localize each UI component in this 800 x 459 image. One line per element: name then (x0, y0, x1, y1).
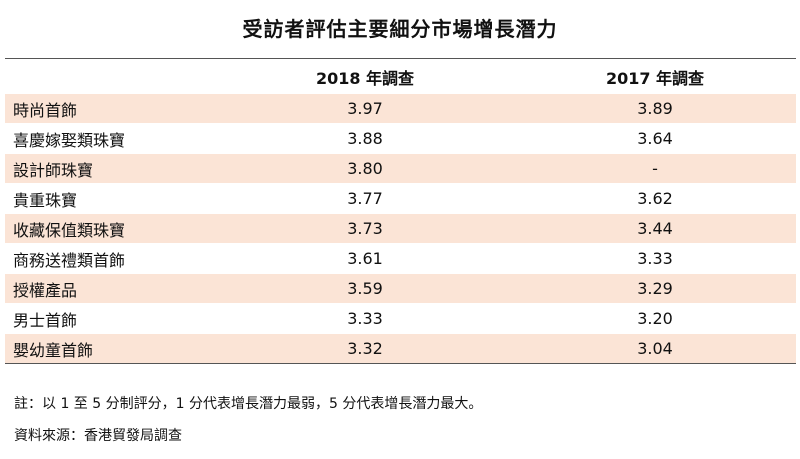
table-row: 男士首飾 3.33 3.20 (5, 304, 796, 334)
row-value-2017: 3.62 (637, 189, 673, 208)
table-row: 授權產品 3.59 3.29 (5, 274, 796, 304)
row-value-2018: 3.80 (347, 159, 383, 178)
table-row: 設計師珠寶 3.80 - (5, 154, 796, 184)
table-row: 嬰幼童首飾 3.32 3.04 (5, 334, 796, 364)
row-value-2017: 3.29 (637, 279, 673, 298)
row-value-2017: 3.89 (637, 99, 673, 118)
row-value-2017: 3.33 (637, 249, 673, 268)
row-category: 時尚首飾 (13, 100, 78, 120)
row-category: 男士首飾 (13, 310, 78, 330)
source-note: 資料來源：香港貿發局調查 (14, 428, 182, 444)
row-category: 商務送禮類首飾 (13, 250, 126, 270)
row-value-2018: 3.32 (347, 339, 383, 358)
table-row: 時尚首飾 3.97 3.89 (5, 94, 796, 124)
row-category: 嬰幼童首飾 (13, 340, 94, 360)
table-row: 收藏保值類珠寶 3.73 3.44 (5, 214, 796, 244)
row-category: 貴重珠寶 (13, 190, 78, 210)
row-value-2017: 3.44 (637, 219, 673, 238)
row-value-2017: 3.64 (637, 129, 673, 148)
row-category: 設計師珠寶 (13, 160, 94, 180)
row-value-2018: 3.77 (347, 189, 383, 208)
row-value-2017: - (652, 159, 658, 178)
scale-note: 註：以 1 至 5 分制評分，1 分代表增長潛力最弱，5 分代表增長潛力最大。 (14, 396, 483, 412)
row-category: 收藏保值類珠寶 (13, 220, 126, 240)
row-value-2018: 3.59 (347, 279, 383, 298)
table-row: 喜慶嫁娶類珠寶 3.88 3.64 (5, 124, 796, 154)
row-value-2018: 3.97 (347, 99, 383, 118)
row-value-2018: 3.33 (347, 309, 383, 328)
row-value-2018: 3.88 (347, 129, 383, 148)
header-2017: 2017 年調查 (605, 68, 705, 88)
data-table: 2018 年調查 2017 年調查 時尚首飾 3.97 3.89 喜慶嫁娶類珠寶… (5, 58, 796, 364)
header-2018: 2018 年調查 (315, 68, 415, 88)
row-value-2018: 3.61 (347, 249, 383, 268)
row-category: 授權產品 (13, 280, 78, 300)
row-category: 喜慶嫁娶類珠寶 (13, 130, 126, 150)
table-row: 商務送禮類首飾 3.61 3.33 (5, 244, 796, 274)
row-value-2017: 3.04 (637, 339, 673, 358)
table-header-row: 2018 年調查 2017 年調查 (5, 58, 796, 94)
row-value-2017: 3.20 (637, 309, 673, 328)
table-row: 貴重珠寶 3.77 3.62 (5, 184, 796, 214)
row-value-2018: 3.73 (347, 219, 383, 238)
table-title: 受訪者評估主要細分市場增長潛力 (242, 17, 558, 41)
footnotes: 註：以 1 至 5 分制評分，1 分代表增長潛力最弱，5 分代表增長潛力最大。 … (14, 388, 482, 452)
